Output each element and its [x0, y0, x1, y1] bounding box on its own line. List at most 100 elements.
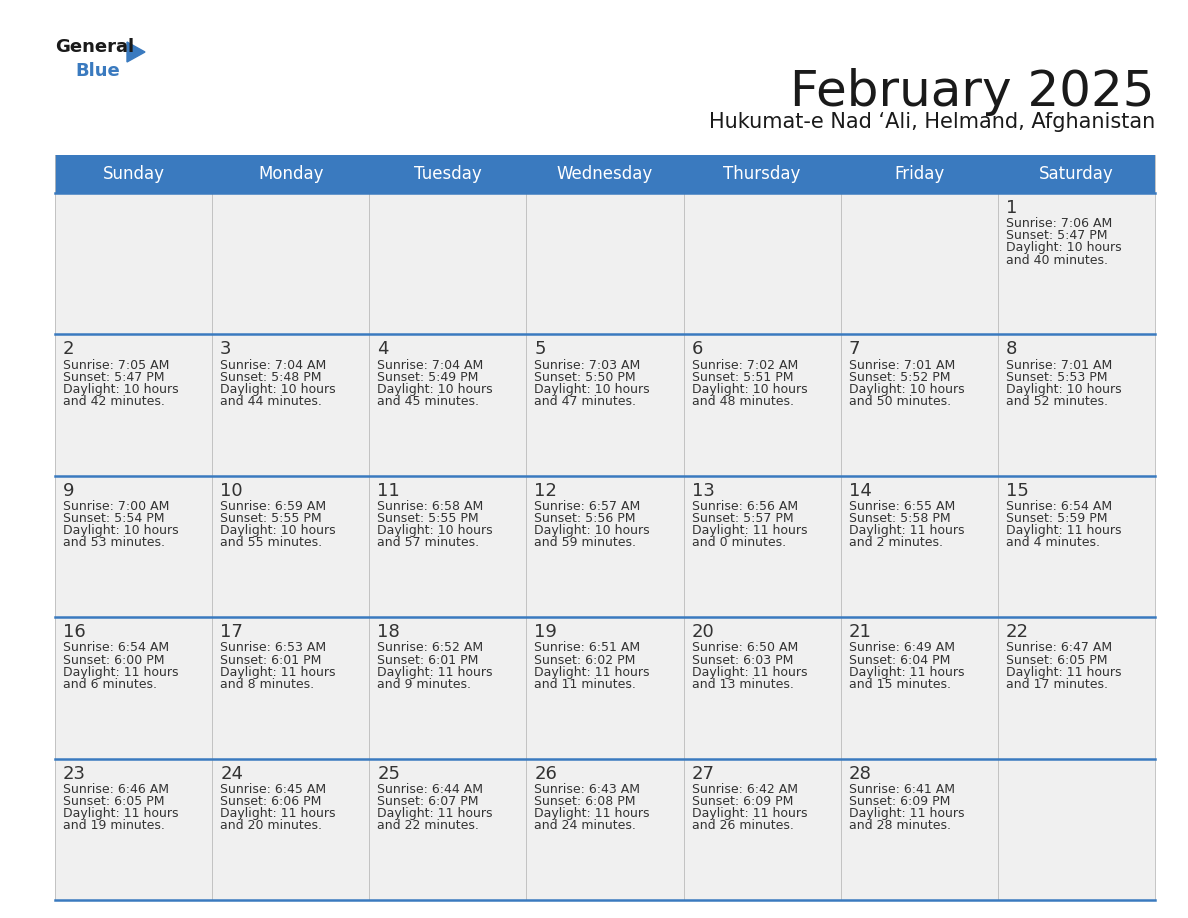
Text: Daylight: 11 hours: Daylight: 11 hours	[535, 666, 650, 678]
Text: Sunday: Sunday	[102, 165, 165, 183]
Text: 20: 20	[691, 623, 714, 641]
Text: and 2 minutes.: and 2 minutes.	[848, 536, 943, 550]
Polygon shape	[127, 42, 145, 62]
Text: Sunset: 6:05 PM: Sunset: 6:05 PM	[1006, 654, 1107, 666]
Text: Sunset: 5:49 PM: Sunset: 5:49 PM	[378, 371, 479, 384]
Text: Sunrise: 6:58 AM: Sunrise: 6:58 AM	[378, 500, 484, 513]
Text: Daylight: 10 hours: Daylight: 10 hours	[63, 383, 178, 396]
Text: Sunrise: 6:52 AM: Sunrise: 6:52 AM	[378, 642, 484, 655]
Text: Daylight: 11 hours: Daylight: 11 hours	[848, 807, 965, 820]
Text: Sunrise: 6:46 AM: Sunrise: 6:46 AM	[63, 783, 169, 796]
Text: Sunrise: 6:42 AM: Sunrise: 6:42 AM	[691, 783, 797, 796]
Text: 17: 17	[220, 623, 244, 641]
Text: 16: 16	[63, 623, 86, 641]
Text: Daylight: 10 hours: Daylight: 10 hours	[378, 383, 493, 396]
Bar	[213, 193, 369, 334]
Bar	[998, 758, 1155, 900]
Text: Daylight: 10 hours: Daylight: 10 hours	[220, 383, 336, 396]
Bar	[55, 155, 1155, 193]
Text: Sunrise: 6:41 AM: Sunrise: 6:41 AM	[848, 783, 955, 796]
Bar	[369, 758, 526, 900]
Text: 25: 25	[378, 765, 400, 783]
Bar	[55, 617, 213, 758]
Bar	[369, 334, 526, 476]
Text: and 6 minutes.: and 6 minutes.	[63, 677, 157, 691]
Text: and 42 minutes.: and 42 minutes.	[63, 395, 165, 408]
Text: 5: 5	[535, 341, 546, 358]
Text: Saturday: Saturday	[1040, 165, 1114, 183]
Text: Sunset: 6:02 PM: Sunset: 6:02 PM	[535, 654, 636, 666]
Text: 11: 11	[378, 482, 400, 499]
Text: Sunset: 5:58 PM: Sunset: 5:58 PM	[848, 512, 950, 525]
Text: Sunset: 6:04 PM: Sunset: 6:04 PM	[848, 654, 950, 666]
Text: and 4 minutes.: and 4 minutes.	[1006, 536, 1100, 550]
Bar	[213, 334, 369, 476]
Text: Sunrise: 7:02 AM: Sunrise: 7:02 AM	[691, 359, 798, 372]
Text: and 0 minutes.: and 0 minutes.	[691, 536, 785, 550]
Text: Monday: Monday	[258, 165, 323, 183]
Text: 18: 18	[378, 623, 400, 641]
Text: Sunrise: 6:51 AM: Sunrise: 6:51 AM	[535, 642, 640, 655]
Text: Sunrise: 6:49 AM: Sunrise: 6:49 AM	[848, 642, 955, 655]
Text: Sunset: 5:59 PM: Sunset: 5:59 PM	[1006, 512, 1107, 525]
Text: Daylight: 10 hours: Daylight: 10 hours	[535, 524, 650, 537]
Text: and 48 minutes.: and 48 minutes.	[691, 395, 794, 408]
Text: and 47 minutes.: and 47 minutes.	[535, 395, 637, 408]
Bar	[683, 476, 841, 617]
Text: Sunrise: 6:47 AM: Sunrise: 6:47 AM	[1006, 642, 1112, 655]
Text: Daylight: 10 hours: Daylight: 10 hours	[378, 524, 493, 537]
Text: and 17 minutes.: and 17 minutes.	[1006, 677, 1108, 691]
Text: Sunrise: 6:44 AM: Sunrise: 6:44 AM	[378, 783, 484, 796]
Text: Sunset: 6:09 PM: Sunset: 6:09 PM	[848, 795, 950, 808]
Bar	[526, 193, 683, 334]
Bar	[213, 617, 369, 758]
Text: Daylight: 11 hours: Daylight: 11 hours	[220, 666, 336, 678]
Text: Daylight: 11 hours: Daylight: 11 hours	[848, 524, 965, 537]
Text: 22: 22	[1006, 623, 1029, 641]
Text: and 52 minutes.: and 52 minutes.	[1006, 395, 1108, 408]
Bar	[213, 758, 369, 900]
Text: and 20 minutes.: and 20 minutes.	[220, 819, 322, 833]
Text: 14: 14	[848, 482, 872, 499]
Text: Daylight: 11 hours: Daylight: 11 hours	[691, 807, 807, 820]
Text: Friday: Friday	[895, 165, 944, 183]
Text: 23: 23	[63, 765, 86, 783]
Text: Sunset: 5:54 PM: Sunset: 5:54 PM	[63, 512, 164, 525]
Text: Sunrise: 6:59 AM: Sunrise: 6:59 AM	[220, 500, 327, 513]
Bar	[526, 758, 683, 900]
Text: Sunset: 5:48 PM: Sunset: 5:48 PM	[220, 371, 322, 384]
Text: 27: 27	[691, 765, 714, 783]
Text: Sunset: 6:03 PM: Sunset: 6:03 PM	[691, 654, 792, 666]
Bar	[526, 617, 683, 758]
Text: Sunset: 6:06 PM: Sunset: 6:06 PM	[220, 795, 322, 808]
Bar	[526, 476, 683, 617]
Text: Blue: Blue	[75, 62, 120, 80]
Bar	[998, 617, 1155, 758]
Text: and 28 minutes.: and 28 minutes.	[848, 819, 950, 833]
Bar	[841, 193, 998, 334]
Bar	[998, 193, 1155, 334]
Text: and 24 minutes.: and 24 minutes.	[535, 819, 637, 833]
Text: 7: 7	[848, 341, 860, 358]
Text: and 13 minutes.: and 13 minutes.	[691, 677, 794, 691]
Bar	[998, 476, 1155, 617]
Text: and 8 minutes.: and 8 minutes.	[220, 677, 315, 691]
Text: Sunrise: 7:01 AM: Sunrise: 7:01 AM	[848, 359, 955, 372]
Text: 13: 13	[691, 482, 714, 499]
Text: Daylight: 11 hours: Daylight: 11 hours	[848, 666, 965, 678]
Text: Daylight: 10 hours: Daylight: 10 hours	[220, 524, 336, 537]
Text: Sunrise: 7:04 AM: Sunrise: 7:04 AM	[220, 359, 327, 372]
Text: Sunset: 5:55 PM: Sunset: 5:55 PM	[220, 512, 322, 525]
Text: Daylight: 11 hours: Daylight: 11 hours	[691, 666, 807, 678]
Text: Daylight: 10 hours: Daylight: 10 hours	[848, 383, 965, 396]
Bar	[55, 193, 213, 334]
Text: Sunrise: 7:03 AM: Sunrise: 7:03 AM	[535, 359, 640, 372]
Text: Sunrise: 7:01 AM: Sunrise: 7:01 AM	[1006, 359, 1112, 372]
Text: and 50 minutes.: and 50 minutes.	[848, 395, 950, 408]
Text: Daylight: 11 hours: Daylight: 11 hours	[378, 666, 493, 678]
Text: Daylight: 10 hours: Daylight: 10 hours	[1006, 241, 1121, 254]
Bar	[683, 617, 841, 758]
Text: Sunrise: 6:54 AM: Sunrise: 6:54 AM	[1006, 500, 1112, 513]
Text: 1: 1	[1006, 199, 1017, 217]
Bar	[55, 476, 213, 617]
